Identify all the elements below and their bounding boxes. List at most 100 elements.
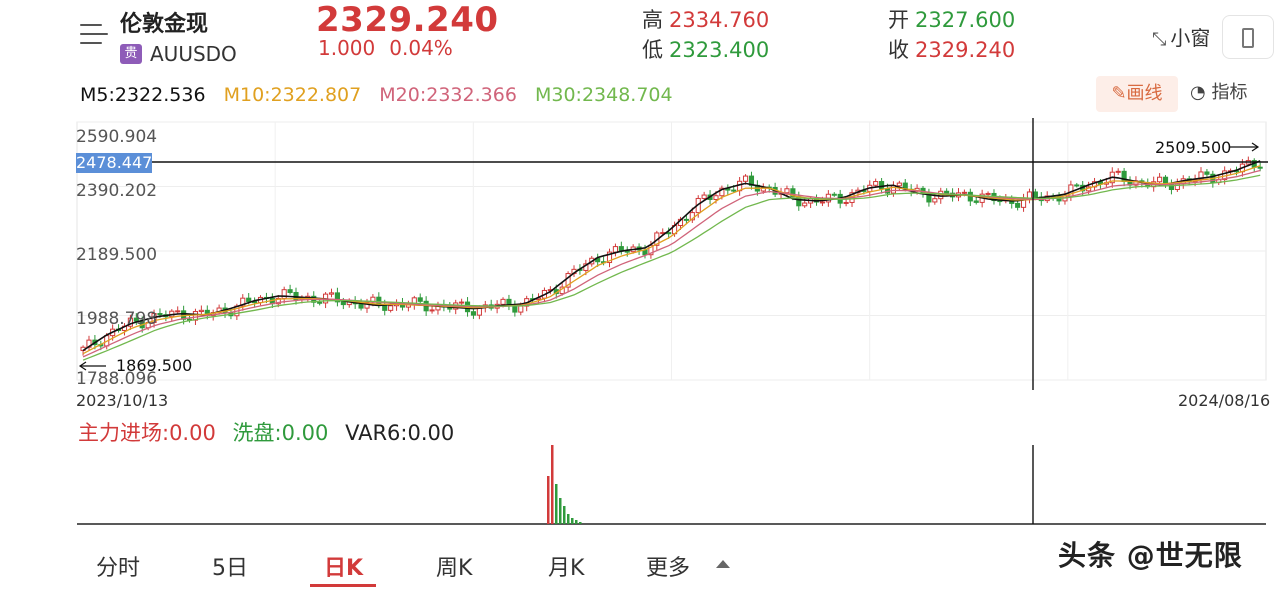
low-marker-label: 1869.500 [116, 356, 193, 375]
candle-body [896, 182, 902, 187]
ma-line-m10 [82, 165, 1261, 355]
menu-icon[interactable] [80, 22, 108, 48]
candle-body [819, 201, 826, 204]
open-label: 开 [888, 8, 909, 32]
candle-body [843, 201, 849, 204]
high-marker-arrowhead [1251, 142, 1260, 152]
candle-body [429, 309, 435, 312]
orientation-button[interactable] [1222, 15, 1274, 59]
last-price: 2329.240 [316, 0, 499, 40]
candle-body [701, 194, 707, 199]
candle-body [1157, 176, 1163, 183]
candle-body [1015, 202, 1021, 208]
candle-body [317, 301, 323, 304]
indicator-label: 指标 [1211, 82, 1248, 103]
candle-body [802, 202, 808, 207]
small-window-button[interactable]: ⤡ 小窗 [1152, 22, 1210, 51]
candle-body [240, 297, 246, 307]
candle-body [127, 317, 133, 327]
candle-body [459, 301, 465, 304]
tab-daily-k[interactable]: 日K [324, 556, 364, 581]
candlestick-chart[interactable] [0, 112, 1280, 392]
indicator-bar [571, 518, 574, 524]
candle-body [246, 297, 252, 302]
low-stat: 低 2323.400 [642, 34, 769, 64]
start-date-label: 2023/10/13 [76, 391, 169, 410]
price-change: 1.000 0.04% [318, 36, 467, 60]
candle-body [417, 297, 423, 302]
high-marker-label: 2509.500 [1155, 138, 1232, 157]
low-label: 低 [642, 38, 663, 62]
candle-body [985, 192, 991, 195]
candle-body [388, 305, 394, 311]
candle-body [1204, 171, 1210, 175]
period-tabs: 分时 5日 日K 周K 月K 更多 [64, 538, 1280, 589]
change-percent: 0.04% [389, 36, 453, 60]
watermark-text: 头条 @世无限 [1058, 539, 1243, 572]
y-tick-label: 2590.904 [76, 127, 158, 147]
tab-monthly-k[interactable]: 月K [548, 556, 585, 581]
moving-average-legend: M5:2322.536 M10:2322.807 M20:2332.366 M3… [80, 84, 685, 106]
instrument-symbol: AUUSDO [150, 42, 237, 66]
close-value: 2329.240 [915, 38, 1016, 62]
close-label: 收 [888, 38, 909, 62]
indicator-bar [575, 520, 578, 524]
candle-body [967, 191, 973, 202]
draw-line-button[interactable]: ✎画线 [1096, 76, 1178, 112]
candle-body [275, 297, 281, 305]
candle-body [281, 289, 287, 299]
tab-5day[interactable]: 5日 [212, 556, 248, 581]
shrink-icon: ⤡ [1152, 29, 1167, 50]
indicator-bar [579, 522, 582, 524]
ma20-legend: M20:2332.366 [379, 84, 517, 106]
precious-metal-badge: 贵 [120, 44, 142, 64]
candle-body [713, 195, 719, 200]
candle-body [1257, 166, 1263, 169]
candle-body [831, 193, 837, 196]
tab-intraday[interactable]: 分时 [96, 556, 141, 581]
candle-body [790, 188, 796, 198]
candle-body [873, 181, 879, 186]
close-stat: 收 2329.240 [888, 34, 1015, 64]
end-date-label: 2024/08/16 [1178, 391, 1271, 410]
tab-weekly-k[interactable]: 周K [436, 556, 473, 581]
candle-body [334, 292, 340, 303]
candle-body [376, 296, 382, 305]
candle-body [157, 313, 163, 316]
high-value: 2334.760 [669, 8, 770, 32]
y-tick-label: 2390.202 [76, 181, 158, 201]
candle-body [358, 303, 364, 309]
active-tab-indicator [310, 584, 376, 587]
candle-body [606, 251, 613, 264]
ma10-legend: M10:2322.807 [223, 84, 362, 106]
candle-body [500, 298, 506, 305]
candle-body [518, 305, 524, 313]
phone-rotate-icon [1242, 28, 1254, 48]
caret-up-icon[interactable] [716, 560, 730, 568]
high-stat: 高 2334.760 [642, 4, 769, 34]
candle-body [287, 289, 293, 293]
candle-body [175, 310, 181, 313]
sub-indicator-legend: 主力进场:0.00 洗盘:0.00 VAR6:0.00 [78, 417, 464, 447]
y-tick-label: 2189.500 [76, 245, 158, 265]
candle-body [198, 309, 204, 313]
ma30-legend: M30:2348.704 [534, 84, 673, 106]
candle-body [470, 311, 477, 316]
indicator-bar [551, 445, 554, 524]
crosshair-price-tag: 2478.447 [76, 153, 153, 173]
low-value: 2323.400 [669, 38, 770, 62]
candle-body [1174, 183, 1180, 191]
indicator-bar [559, 498, 562, 524]
main-inflow-value: 主力进场:0.00 [78, 421, 216, 445]
sub-indicator-chart[interactable] [0, 445, 1280, 530]
candle-body [624, 250, 630, 253]
gauge-icon: ◔ [1190, 82, 1206, 103]
pencil-icon: ✎ [1111, 83, 1127, 104]
candle-body [784, 188, 790, 194]
draw-line-label: 画线 [1126, 83, 1163, 104]
candle-body [932, 198, 938, 203]
candle-body [944, 190, 950, 194]
tab-more[interactable]: 更多 [646, 556, 691, 581]
indicator-button[interactable]: ◔ 指标 [1190, 78, 1247, 104]
change-value: 1.000 [318, 36, 376, 60]
